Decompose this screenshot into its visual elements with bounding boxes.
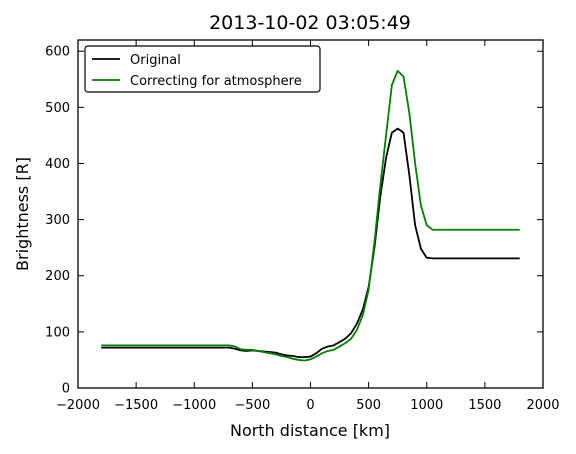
x-tick-label: 1000: [410, 398, 443, 413]
x-tick-label: −2000: [56, 398, 100, 413]
y-tick-label: 0: [62, 382, 70, 397]
legend-box: [84, 45, 321, 93]
y-tick-label: 300: [45, 213, 70, 228]
x-axis-label: North distance [km]: [230, 421, 390, 440]
series-line-corrected: [101, 69, 520, 362]
x-tick-label: −1500: [114, 398, 158, 413]
legend-label-corrected: Correcting for atmosphere: [130, 74, 302, 89]
y-axis: 0 100 200 300 400 500 600: [45, 45, 543, 397]
y-tick-label: 200: [45, 269, 70, 284]
x-tick-label: 1500: [468, 398, 501, 413]
chart-title: 2013-10-02 03:05:49: [209, 12, 411, 34]
x-tick-label: 500: [356, 398, 381, 413]
x-tick-label: −500: [235, 398, 271, 413]
y-tick-label: 600: [45, 45, 70, 60]
legend-label-original: Original: [130, 53, 181, 68]
series-line-original: [101, 127, 520, 359]
y-tick-label: 400: [45, 157, 70, 172]
legend: Original Correcting for atmosphere: [84, 45, 321, 93]
y-tick-label: 500: [45, 101, 70, 116]
y-tick-label: 100: [45, 325, 70, 340]
x-axis: −2000 −1500 −1000 −500 0 500 1000 1500 2000: [56, 40, 560, 413]
x-tick-label: 0: [306, 398, 314, 413]
x-tick-label: 2000: [526, 398, 559, 413]
plot-area: [101, 69, 520, 362]
x-tick-label: −1000: [172, 398, 216, 413]
y-axis-label: Brightness [R]: [13, 157, 32, 271]
